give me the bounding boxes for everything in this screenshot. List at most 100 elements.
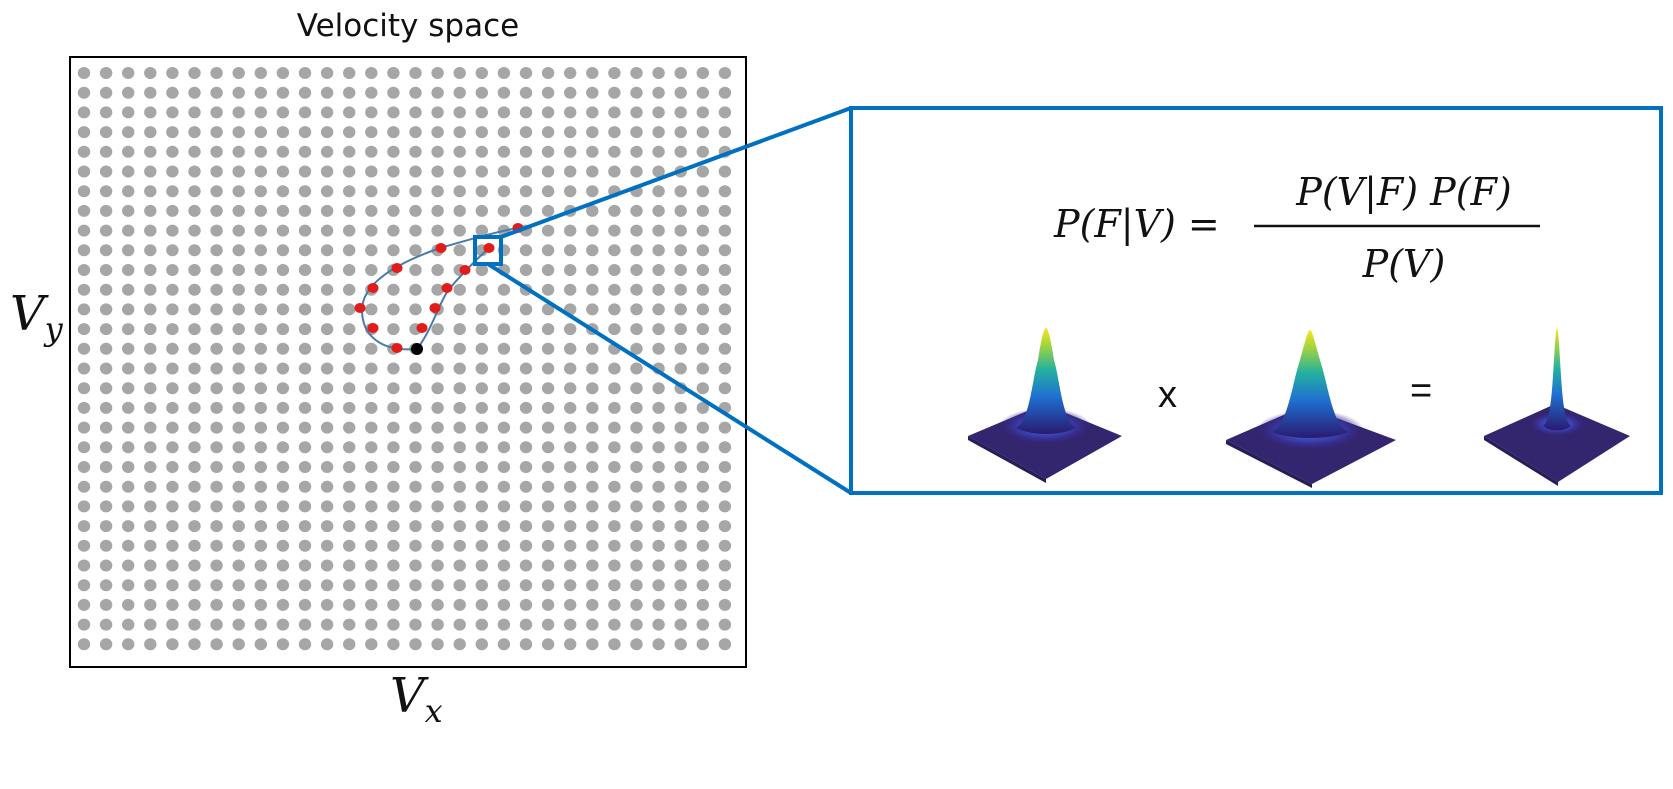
grid-dot bbox=[630, 520, 643, 533]
grid-dot bbox=[674, 264, 687, 276]
grid-dot bbox=[188, 421, 201, 434]
grid-dot bbox=[254, 401, 267, 414]
grid-dot bbox=[210, 323, 223, 336]
gaussian-surface-icon bbox=[1484, 328, 1630, 486]
grid-dot bbox=[431, 323, 444, 336]
grid-dot bbox=[608, 401, 621, 414]
grid-dot bbox=[77, 126, 91, 139]
grid-dot bbox=[343, 539, 356, 552]
grid-dot bbox=[232, 67, 245, 79]
grid-dot bbox=[365, 461, 378, 473]
grid-dot bbox=[254, 264, 267, 276]
grid-dot bbox=[409, 86, 422, 99]
grid-dot bbox=[343, 86, 356, 99]
grid-dot bbox=[188, 106, 201, 119]
grid-dot bbox=[696, 461, 709, 473]
grid-dot bbox=[188, 67, 201, 79]
trajectory-point bbox=[429, 303, 441, 313]
grid-dot bbox=[431, 441, 444, 454]
grid-dot bbox=[298, 323, 312, 336]
grid-dot bbox=[674, 185, 687, 198]
grid-dot bbox=[586, 362, 599, 375]
grid-dot bbox=[409, 480, 422, 493]
grid-dot bbox=[276, 362, 290, 375]
grid-dot bbox=[696, 598, 709, 611]
grid-dot bbox=[541, 145, 555, 158]
grid-dot bbox=[144, 598, 157, 611]
grid-dot bbox=[409, 441, 422, 454]
grid-dot bbox=[409, 303, 422, 316]
grid-dot bbox=[232, 342, 245, 355]
grid-dot bbox=[453, 106, 466, 119]
grid-dot bbox=[166, 106, 179, 119]
grid-dot bbox=[343, 401, 356, 414]
grid-dot bbox=[122, 401, 135, 414]
grid-dot bbox=[77, 204, 91, 217]
grid-dot bbox=[586, 342, 599, 355]
grid-dot bbox=[166, 598, 179, 611]
grid-dot bbox=[453, 244, 466, 257]
grid-dot bbox=[519, 244, 533, 257]
grid-dot bbox=[343, 579, 356, 592]
grid-dot bbox=[519, 441, 533, 454]
grid-dot bbox=[475, 165, 488, 178]
grid-dot bbox=[541, 185, 555, 198]
grid-dot bbox=[298, 618, 312, 631]
grid-dot bbox=[497, 145, 511, 158]
grid-dot bbox=[122, 204, 135, 217]
grid-dot bbox=[674, 224, 687, 237]
grid-dot bbox=[409, 165, 422, 178]
grid-dot bbox=[210, 421, 223, 434]
grid-dot bbox=[166, 480, 179, 493]
grid-dot bbox=[564, 382, 577, 395]
grid-dot bbox=[276, 401, 290, 414]
grid-dot bbox=[608, 224, 621, 237]
grid-dot bbox=[497, 638, 511, 651]
grid-dot bbox=[122, 67, 135, 79]
grid-dot bbox=[409, 559, 422, 572]
grid-dot bbox=[254, 382, 267, 395]
grid-dot bbox=[453, 559, 466, 572]
grid-dot bbox=[674, 441, 687, 454]
grid-dot bbox=[122, 539, 135, 552]
grid-dot bbox=[320, 382, 334, 395]
grid-dot bbox=[497, 520, 511, 533]
grid-dot bbox=[254, 165, 267, 178]
grid-dot bbox=[343, 500, 356, 513]
grid-dot bbox=[99, 401, 113, 414]
grid-dot bbox=[276, 461, 290, 473]
grid-dot bbox=[166, 382, 179, 395]
grid-dot bbox=[497, 185, 511, 198]
grid-dot bbox=[475, 145, 488, 158]
grid-dot bbox=[519, 500, 533, 513]
grid-dot bbox=[674, 559, 687, 572]
grid-dot bbox=[77, 303, 91, 316]
grid-dot bbox=[387, 362, 400, 375]
y-axis-subscript: y bbox=[44, 310, 63, 348]
grid-dot bbox=[166, 204, 179, 217]
grid-dot bbox=[431, 165, 444, 178]
grid-dot bbox=[254, 283, 267, 296]
grid-dot bbox=[519, 421, 533, 434]
grid-dot bbox=[431, 618, 444, 631]
grid-dot bbox=[254, 539, 267, 552]
grid-dot bbox=[365, 126, 378, 139]
grid-dot bbox=[254, 323, 267, 336]
grid-dot bbox=[497, 303, 511, 316]
grid-dot bbox=[541, 638, 555, 651]
grid-dot bbox=[674, 362, 687, 375]
grid-dot bbox=[343, 165, 356, 178]
grid-dot bbox=[365, 441, 378, 454]
grid-dot bbox=[232, 579, 245, 592]
grid-dot bbox=[564, 441, 577, 454]
grid-dot bbox=[188, 126, 201, 139]
grid-dot bbox=[409, 264, 422, 276]
grid-dot bbox=[541, 480, 555, 493]
grid-dot bbox=[232, 126, 245, 139]
grid-dot bbox=[431, 539, 444, 552]
grid-dot bbox=[630, 362, 643, 375]
grid-dot bbox=[608, 598, 621, 611]
trajectory-point bbox=[367, 323, 379, 333]
grid-dot bbox=[122, 520, 135, 533]
grid-dot bbox=[718, 264, 732, 276]
